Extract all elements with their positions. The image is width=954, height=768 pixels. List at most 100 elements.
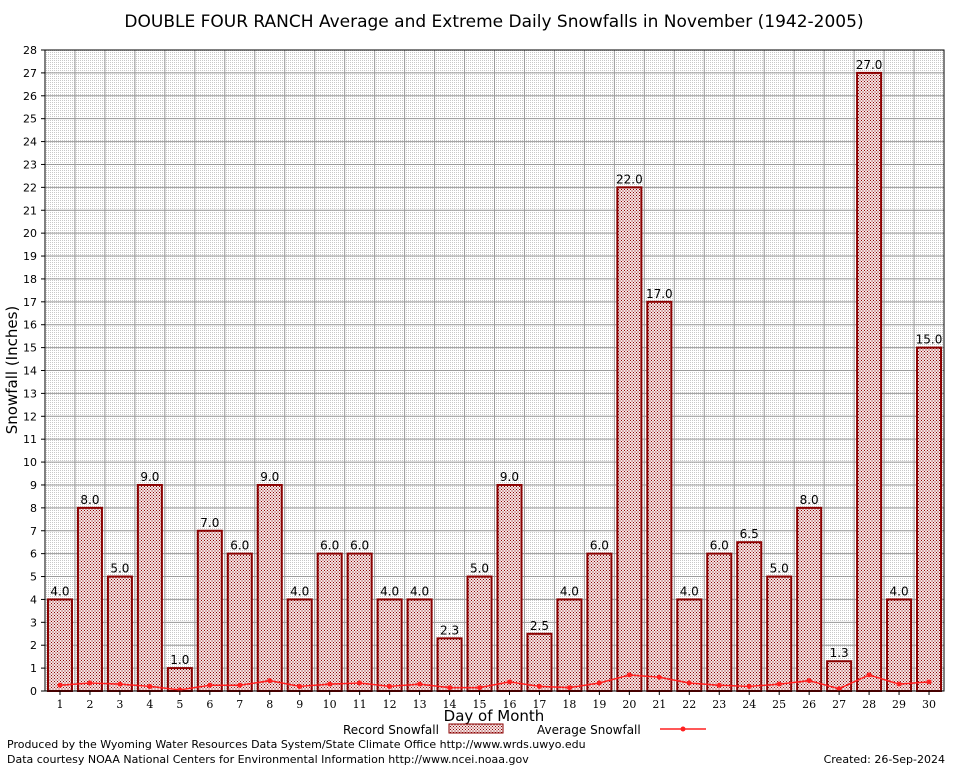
bar-value-label: 6.0	[350, 539, 369, 553]
legend: Record Snowfall Average Snowfall	[343, 723, 706, 737]
y-tick-label: 26	[23, 90, 37, 103]
x-tick-label: 30	[922, 698, 936, 711]
x-tick-label: 12	[383, 698, 397, 711]
bar-value-label: 6.0	[590, 539, 609, 553]
bar-value-label: 6.0	[710, 539, 729, 553]
legend-label-record: Record Snowfall	[343, 723, 439, 737]
average-point	[477, 685, 483, 691]
x-tick-label: 1	[56, 698, 63, 711]
average-point	[806, 678, 812, 684]
bar-value-label: 8.0	[80, 493, 99, 507]
bar-value-label: 4.0	[680, 584, 699, 598]
average-point	[387, 683, 393, 689]
x-tick-label: 23	[712, 698, 726, 711]
x-tick-label: 15	[473, 698, 487, 711]
average-point	[866, 672, 872, 678]
bar-day-28	[856, 71, 883, 692]
footer-created: Created: 26-Sep-2024	[823, 753, 945, 766]
y-tick-label: 6	[30, 548, 37, 561]
average-point	[87, 680, 93, 686]
bar-day-12	[376, 598, 403, 693]
x-tick-label: 24	[742, 698, 756, 711]
bar-value-label: 9.0	[260, 470, 279, 484]
bar-value-label: 4.0	[560, 584, 579, 598]
x-tick-label: 20	[622, 698, 636, 711]
x-tick-label: 29	[892, 698, 906, 711]
y-tick-label: 21	[23, 204, 37, 217]
y-tick-label: 25	[23, 113, 37, 126]
bar-day-25	[766, 575, 793, 692]
x-tick-label: 13	[413, 698, 427, 711]
bar-day-13	[406, 598, 433, 693]
average-point	[117, 681, 123, 687]
x-tick-label: 6	[206, 698, 213, 711]
y-tick-label: 13	[23, 387, 37, 400]
bar-value-label: 4.0	[890, 584, 909, 598]
bar-day-2	[76, 506, 103, 692]
y-tick-label: 0	[30, 685, 37, 698]
x-tick-label: 21	[652, 698, 666, 711]
average-point	[57, 682, 63, 688]
bar-value-label: 7.0	[200, 516, 219, 530]
bar-value-label: 4.0	[50, 584, 69, 598]
y-tick-label: 22	[23, 181, 37, 194]
average-point	[926, 679, 932, 685]
y-tick-label: 23	[23, 158, 37, 171]
x-tick-label: 19	[592, 698, 606, 711]
x-tick-label: 27	[832, 698, 846, 711]
x-tick-label: 4	[146, 698, 153, 711]
bar-value-label: 6.0	[320, 539, 339, 553]
y-tick-label: 9	[30, 479, 37, 492]
x-axis-label: Day of Month	[444, 707, 545, 725]
average-point	[596, 680, 602, 686]
average-point	[536, 683, 542, 689]
bar-value-label: 6.0	[230, 539, 249, 553]
average-line	[57, 672, 932, 693]
average-point	[566, 685, 572, 691]
average-point	[147, 683, 153, 689]
bar-day-3	[106, 575, 133, 692]
bar-day-26	[796, 506, 823, 692]
y-tick-label: 2	[30, 639, 37, 652]
average-point	[357, 680, 363, 686]
average-point	[506, 679, 512, 685]
bar-value-label: 22.0	[616, 172, 643, 186]
y-tick-label: 10	[23, 456, 37, 469]
average-point	[776, 681, 782, 687]
y-tick-label: 1	[30, 662, 37, 675]
bar-value-label: 1.0	[170, 653, 189, 667]
x-tick-label: 17	[532, 698, 546, 711]
x-tick-label: 2	[86, 698, 93, 711]
bar-day-21	[646, 300, 673, 692]
y-tick-label: 20	[23, 227, 37, 240]
average-point	[656, 674, 662, 680]
bar-day-8	[256, 483, 283, 693]
x-tick-label: 3	[116, 698, 123, 711]
bar-day-9	[286, 598, 313, 693]
bar-day-22	[676, 598, 703, 693]
bar-value-label: 5.0	[770, 562, 789, 576]
bar-value-label: 1.3	[830, 646, 849, 660]
bar-value-label: 5.0	[110, 562, 129, 576]
bar-day-17	[526, 632, 553, 693]
y-tick-label: 17	[23, 296, 37, 309]
average-point	[207, 682, 213, 688]
bar-value-label: 4.0	[290, 584, 309, 598]
bar-day-29	[886, 598, 913, 693]
average-point	[626, 672, 632, 678]
x-tick-label: 22	[682, 698, 696, 711]
bar-day-23	[706, 552, 733, 693]
bar-value-label: 4.0	[380, 584, 399, 598]
average-point	[746, 683, 752, 689]
legend-marker-average	[680, 726, 686, 732]
bar-day-7	[226, 552, 253, 693]
x-tick-label: 11	[353, 698, 367, 711]
bar-day-15	[466, 575, 493, 692]
average-point	[237, 682, 243, 688]
legend-swatch-record	[448, 723, 504, 734]
x-tick-label: 28	[862, 698, 876, 711]
footer-data-courtesy: Data courtesy NOAA National Centers for …	[7, 753, 529, 766]
y-tick-label: 5	[30, 571, 37, 584]
bar-value-label: 5.0	[470, 562, 489, 576]
average-point	[716, 682, 722, 688]
